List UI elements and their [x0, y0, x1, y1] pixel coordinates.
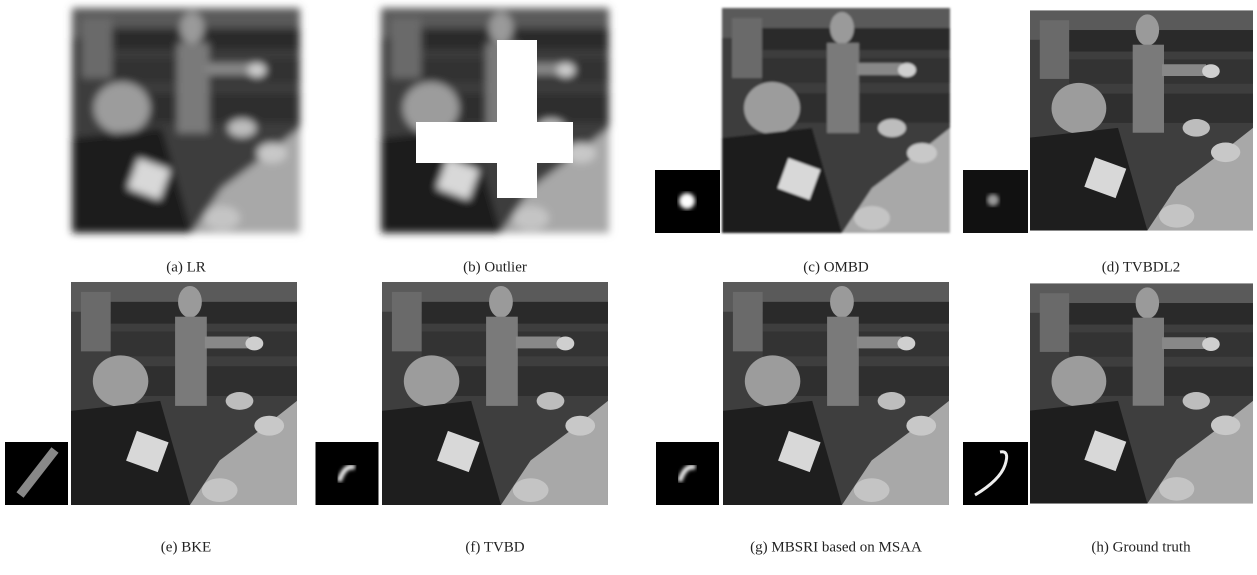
kernel — [316, 442, 379, 505]
panel-b: (b) Outlier — [381, 8, 609, 275]
image — [382, 282, 608, 505]
panel-c: (c) OMBD — [655, 8, 950, 275]
caption: (a) LR — [166, 259, 206, 275]
panel-h: (h) Ground truth — [963, 283, 1253, 555]
kernel-spot — [987, 194, 999, 206]
panel-g: (g) MBSRI based on MSAA — [656, 282, 949, 555]
kernel — [656, 442, 719, 505]
kernel-spot — [679, 193, 695, 209]
panel-e: (e) BKE — [5, 282, 297, 555]
caption: (f) TVBD — [465, 539, 524, 555]
image — [1030, 283, 1253, 503]
caption: (c) OMBD — [803, 259, 869, 275]
image — [381, 8, 609, 233]
figure: (a) LR (b) Outlier (c) OMBD (d) TVBDL2 (… — [0, 0, 1257, 575]
panel-d: (d) TVBDL2 — [963, 10, 1253, 275]
caption: (b) Outlier — [463, 259, 527, 275]
caption: (e) BKE — [161, 539, 211, 555]
image — [72, 8, 300, 233]
image — [1030, 10, 1253, 230]
image — [723, 282, 949, 505]
image — [71, 282, 297, 505]
panel-a: (a) LR — [72, 8, 300, 275]
caption: (g) MBSRI based on MSAA — [750, 539, 922, 555]
kernel — [963, 442, 1028, 505]
caption: (d) TVBDL2 — [1102, 259, 1180, 275]
panel-f: (f) TVBD — [316, 282, 608, 555]
caption: (h) Ground truth — [1091, 539, 1191, 555]
image — [722, 8, 950, 233]
